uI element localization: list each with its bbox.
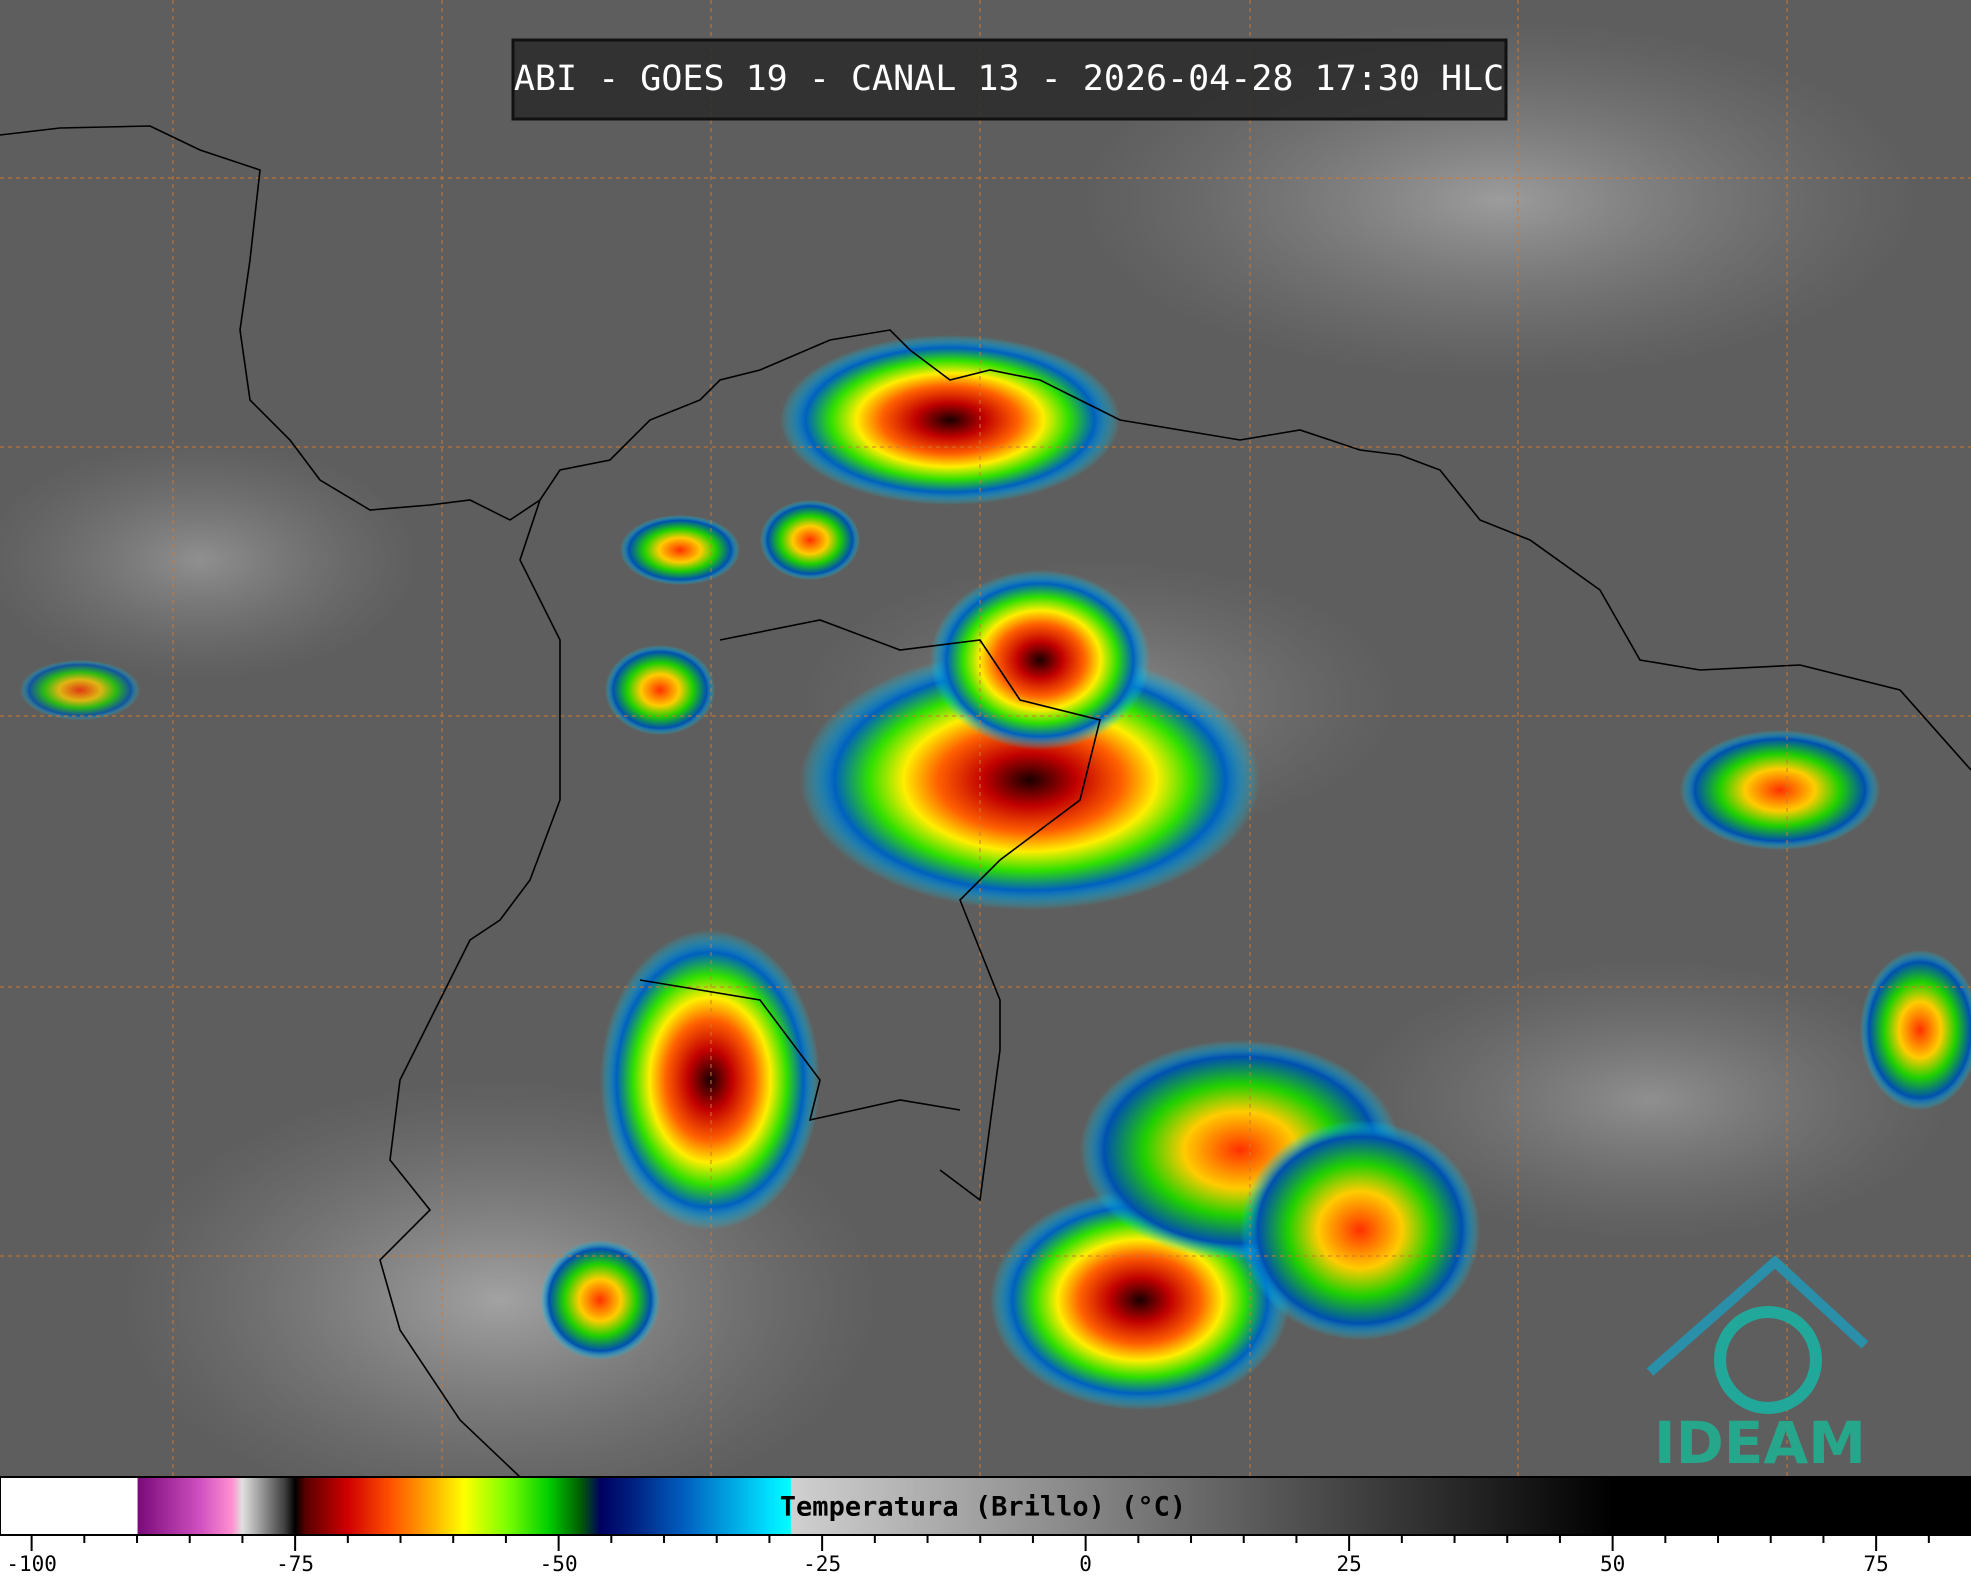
imagery [0,0,1971,1520]
tick-label: -25 [803,1552,841,1576]
tick-label: -75 [276,1552,314,1576]
logo-text: IDEAM [1654,1409,1866,1477]
title-background [511,38,1508,121]
colorbar: Temperatura (Brillo) (°C) -100 -75 -50 -25 0… [0,1476,1971,1577]
tick-label: -100 [6,1552,57,1576]
colorbar-label: Temperatura (Brillo) (°C) [780,1492,1186,1523]
coastlines [0,125,1971,1478]
tick-label: 0 [1079,1552,1092,1576]
tick-label: 50 [1600,1552,1625,1576]
title-box: ABI - GOES 19 - CANAL 13 - 2026-04-28 17… [511,38,1508,121]
tick-label: -50 [540,1552,578,1576]
logo: IDEAM [1646,1255,1869,1477]
tick-label: 25 [1336,1552,1361,1576]
graticule [0,0,1971,1477]
logo-roof [1646,1255,1869,1376]
tick-label: 75 [1863,1552,1888,1576]
logo-swirl [1714,1306,1822,1414]
title: ABI - GOES 19 - CANAL 13 - 2026-04-28 17… [514,59,1504,99]
colorbar-ramp [0,1476,1971,1536]
